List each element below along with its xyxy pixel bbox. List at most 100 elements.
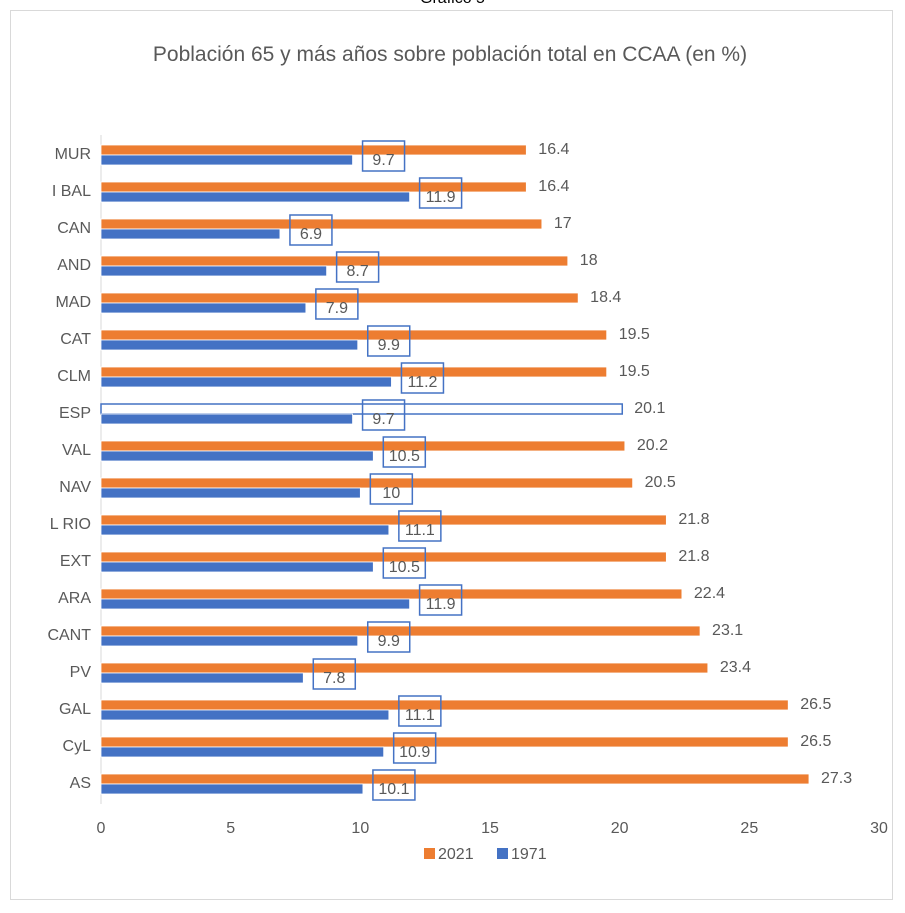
data-label-box (392, 732, 437, 764)
bar (100, 154, 353, 166)
data-label: 11.1 (405, 522, 435, 539)
data-label: 16.4 (538, 141, 569, 158)
data-label: 7.8 (323, 670, 345, 687)
data-label: 17 (554, 215, 572, 232)
data-label: 21.8 (678, 548, 709, 565)
y-tick-label: NAV (59, 479, 91, 496)
data-label: 19.5 (619, 363, 650, 380)
y-tick-label: PV (70, 664, 92, 681)
bar (100, 746, 385, 758)
bar (100, 228, 281, 240)
y-tick-label: VAL (62, 442, 91, 459)
data-label: 10.9 (399, 744, 430, 761)
x-tick-label: 5 (226, 820, 235, 837)
data-label: 7.9 (326, 300, 348, 317)
data-label-box (372, 769, 416, 801)
y-tick-label: AS (70, 775, 91, 792)
legend-label: 1971 (511, 846, 547, 863)
bar (100, 672, 304, 684)
data-label-box (315, 288, 359, 320)
data-label-box (366, 325, 411, 357)
y-tick-label: ESP (59, 405, 91, 422)
bar (100, 588, 683, 600)
data-label: 11.9 (426, 596, 456, 613)
chart-title: Población 65 y más años sobre población … (152, 43, 748, 66)
x-tick-label: 30 (870, 820, 888, 837)
bar (100, 413, 353, 425)
data-label: 9.7 (372, 152, 394, 169)
bar (100, 783, 364, 795)
bar (100, 524, 390, 536)
data-label: 26.5 (800, 733, 831, 750)
bar (100, 339, 359, 351)
y-tick-label: CLM (57, 368, 91, 385)
bar (100, 255, 569, 267)
data-label: 18 (580, 252, 598, 269)
y-tick-label: I BAL (52, 183, 91, 200)
x-tick-label: 10 (351, 820, 369, 837)
bar (100, 265, 328, 277)
x-tick-label: 0 (97, 820, 106, 837)
y-tick-label: MUR (55, 146, 91, 163)
bar (100, 598, 411, 610)
x-tick-label: 25 (740, 820, 758, 837)
x-tick-label: 20 (611, 820, 629, 837)
data-label-box (369, 473, 414, 505)
data-label: 27.3 (821, 770, 852, 787)
data-label: 19.5 (619, 326, 650, 343)
bar (100, 376, 392, 388)
data-label: 11.9 (426, 189, 456, 206)
data-label: 23.4 (720, 659, 751, 676)
data-label: 8.7 (346, 263, 368, 280)
data-label-box (382, 547, 427, 579)
legend-label: 2021 (438, 846, 474, 863)
chart-border (10, 10, 893, 900)
data-label-box (366, 621, 411, 653)
y-tick-label: MAD (55, 294, 91, 311)
data-label: 20.2 (637, 437, 668, 454)
y-tick-label: AND (57, 257, 91, 274)
bar (100, 144, 527, 156)
data-label-box (418, 177, 463, 209)
data-label: 26.5 (800, 696, 831, 713)
data-label-box (361, 140, 406, 172)
data-label: 22.4 (694, 585, 725, 602)
data-label: 18.4 (590, 289, 621, 306)
bar (100, 218, 543, 230)
y-tick-label: CAN (57, 220, 91, 237)
bar (100, 329, 608, 341)
caption: Gráfico 5 (0, 0, 905, 8)
data-label: 9.9 (378, 633, 400, 650)
data-label-box (335, 251, 380, 283)
bar (100, 635, 359, 647)
y-tick-label: EXT (60, 553, 91, 570)
data-label-box (312, 658, 357, 690)
y-tick-label: CAT (60, 331, 91, 348)
legend-swatch (424, 848, 435, 859)
bar (100, 773, 810, 785)
data-label-box (382, 436, 427, 468)
data-label: 20.1 (634, 400, 665, 417)
legend-swatch (497, 848, 508, 859)
data-label: 11.2 (407, 374, 437, 391)
bar (100, 736, 789, 748)
data-label: 16.4 (538, 178, 569, 195)
data-label-box (289, 214, 333, 246)
bar (100, 181, 527, 193)
data-label: 11.1 (405, 707, 435, 724)
bar (100, 477, 634, 489)
bar (100, 302, 307, 314)
data-label: 21.8 (678, 511, 709, 528)
bar (100, 625, 701, 637)
y-tick-label: GAL (59, 701, 91, 718)
data-label: 20.5 (645, 474, 676, 491)
data-label: 10.5 (389, 448, 420, 465)
bar (100, 561, 374, 573)
data-label: 10.1 (378, 781, 409, 798)
data-label-box (361, 399, 406, 431)
bar (100, 191, 411, 203)
bar (100, 366, 608, 378)
bar (100, 662, 709, 674)
